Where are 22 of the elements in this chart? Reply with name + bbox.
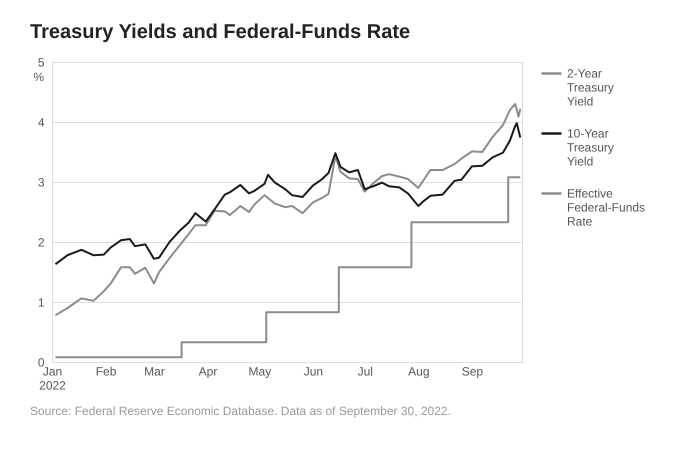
legend-label: 2-Year Treasury Yield — [567, 66, 614, 108]
line-series — [54, 122, 522, 266]
y-tick-label: 0 — [38, 356, 45, 370]
y-axis-title: % — [33, 70, 44, 84]
source-note: Source: Federal Reserve Economic Database. Data as of September 30, 2022. — [30, 404, 451, 418]
x-tick-label: Feb — [96, 364, 117, 378]
legend-label: 10-Year Treasury Yield — [567, 126, 614, 168]
x-tick-label: Sep — [462, 364, 484, 378]
y-tick-label: 2 — [38, 236, 45, 250]
x-tick-label: Mar — [144, 364, 165, 378]
y-tick-label: 5 — [38, 56, 45, 70]
line-series — [54, 103, 522, 316]
chart-title: Treasury Yields and Federal-Funds Rate — [30, 21, 410, 43]
x-tick-label: Jul — [358, 364, 373, 378]
x-tick-label: Apr — [198, 364, 218, 378]
x-tick-label: Aug — [408, 364, 430, 378]
legend-label: Effective Federal-Funds Rate — [567, 186, 646, 228]
x-tick-label: Jun — [304, 364, 324, 378]
x-tick-label: May — [248, 364, 272, 378]
y-tick-label: 4 — [38, 116, 45, 130]
y-tick-label: 1 — [38, 296, 45, 310]
y-tick-label: 3 — [38, 176, 45, 190]
